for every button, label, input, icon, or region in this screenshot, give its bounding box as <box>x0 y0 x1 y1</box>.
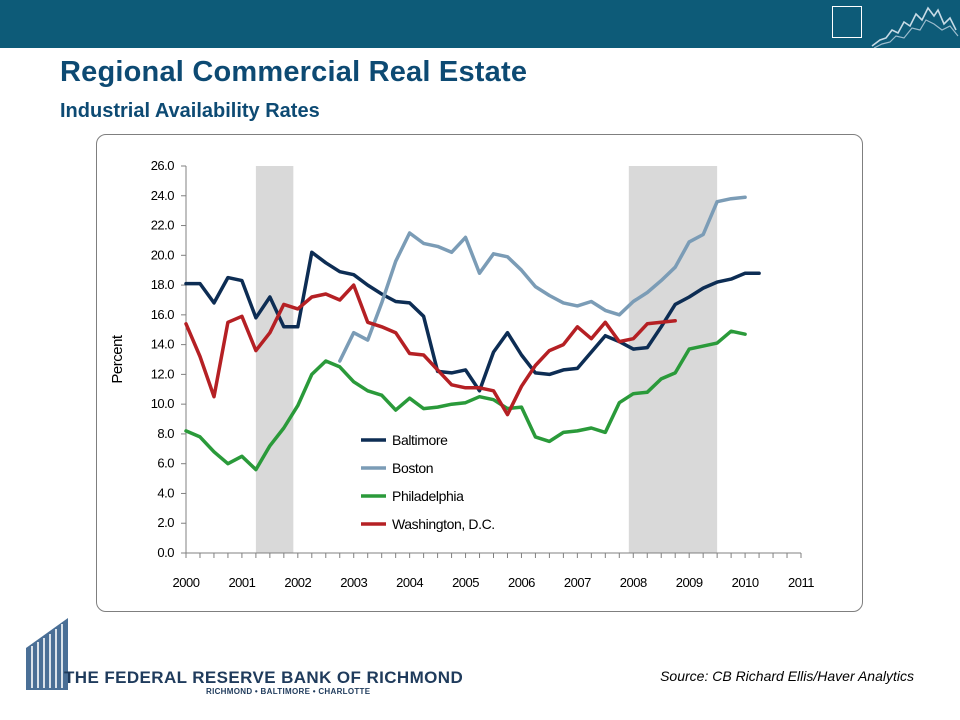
y-tick-label: 26.0 <box>151 158 175 173</box>
y-tick-label: 8.0 <box>157 426 174 441</box>
recession-shade <box>255 166 294 553</box>
header-square-icon <box>832 6 862 38</box>
source-note: Source: CB Richard Ellis/Haver Analytics <box>660 668 914 684</box>
y-tick-label: 2.0 <box>157 515 174 530</box>
y-tick-label: 24.0 <box>151 188 175 203</box>
x-tick-label: 2010 <box>732 575 759 590</box>
y-tick-label: 18.0 <box>151 277 175 292</box>
legend-label: Philadelphia <box>392 488 464 504</box>
y-tick-label: 4.0 <box>157 485 174 500</box>
x-tick-label: 2000 <box>173 575 200 590</box>
y-tick-label: 22.0 <box>151 218 175 233</box>
legend-label: Boston <box>392 460 433 476</box>
y-tick-label: 0.0 <box>157 545 174 560</box>
series-line-boston <box>338 195 747 363</box>
y-tick-label: 6.0 <box>157 456 174 471</box>
x-tick-label: 2001 <box>228 575 255 590</box>
y-tick-label: 20.0 <box>151 247 175 262</box>
x-tick-label: 2002 <box>284 575 311 590</box>
recession-shade <box>628 166 718 553</box>
x-tick-label: 2007 <box>564 575 591 590</box>
page-title: Regional Commercial Real Estate <box>60 56 528 88</box>
x-tick-label: 2011 <box>788 575 814 590</box>
y-axis-label: Percent <box>109 334 126 384</box>
legend-label: Baltimore <box>392 432 448 448</box>
header-bar <box>0 0 960 48</box>
line-chart: 0.0 2.0 4.0 6.0 8.0 10.0 12.0 14.0 16.0 18.0 20.0 2… <box>109 158 815 590</box>
chart-frame <box>96 134 863 612</box>
x-tick-label: 2003 <box>340 575 367 590</box>
x-tick-label: 2008 <box>620 575 647 590</box>
series-line-washington-d-c <box>184 283 677 417</box>
x-tick-label: 2006 <box>508 575 535 590</box>
stock-ticker-icon <box>871 6 959 48</box>
x-tick-label: 2005 <box>452 575 479 590</box>
bank-name: THE FEDERAL RESERVE BANK OF RICHMOND <box>64 668 464 687</box>
y-tick-label: 10.0 <box>151 396 175 411</box>
x-tick-label: 2004 <box>396 575 423 590</box>
y-tick-label: 16.0 <box>151 307 175 322</box>
y-tick-label: 12.0 <box>151 366 175 381</box>
page-subtitle: Industrial Availability Rates <box>60 100 320 122</box>
x-tick-label: 2009 <box>676 575 703 590</box>
bank-cities: RICHMOND • BALTIMORE • CHARLOTTE <box>206 687 371 696</box>
series-line-philadelphia <box>184 329 747 472</box>
federal-reserve-logo-icon <box>26 618 68 690</box>
y-tick-label: 14.0 <box>151 337 175 352</box>
legend-label: Washington, D.C. <box>392 516 495 532</box>
